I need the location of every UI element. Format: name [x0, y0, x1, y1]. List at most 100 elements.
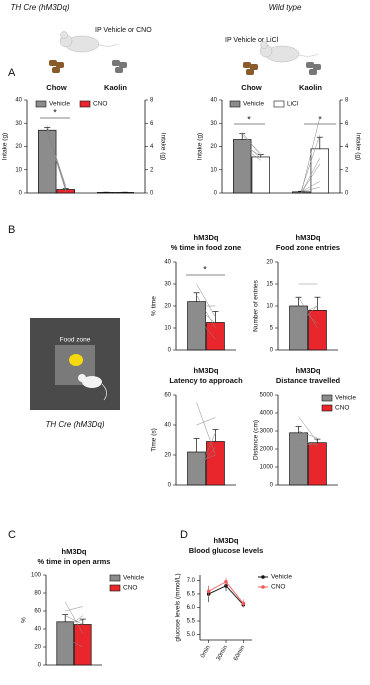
- category-label: Chow: [46, 83, 67, 92]
- x-tick-label: 0min: [200, 645, 212, 659]
- chart-title: Blood glucose levels: [189, 546, 264, 555]
- panel-label: A: [8, 67, 16, 79]
- legend-label: CNO: [271, 584, 285, 591]
- legend-label: CNO: [93, 101, 107, 108]
- x-tick-label: 60min: [233, 645, 246, 662]
- y-tick-label: 4000: [260, 411, 274, 417]
- chart-title: Food zone entries: [276, 243, 340, 252]
- chart-title: hM3Dq: [62, 547, 87, 556]
- bar: [206, 322, 225, 351]
- individual-line: [242, 146, 261, 161]
- y-tick-label: 0: [270, 348, 274, 354]
- individual-line: [46, 134, 67, 189]
- individual-line: [298, 305, 318, 316]
- y-tick-label: 0: [38, 663, 42, 669]
- legend-label: CNO: [123, 585, 137, 592]
- bar: [187, 301, 206, 351]
- individual-line: [65, 637, 83, 648]
- legend-swatch: [109, 584, 121, 592]
- y-tick-label: 0: [168, 483, 172, 489]
- mouse-icon: [59, 31, 119, 53]
- individual-line: [242, 143, 261, 157]
- y2-tick-label: 0: [150, 191, 154, 197]
- y-tick-label: 0: [168, 348, 172, 354]
- right-treatment: IP Vehicle or LiCl: [225, 37, 279, 44]
- individual-line: [196, 417, 216, 426]
- y-tick-label: 5.5: [187, 619, 196, 625]
- category-label: Chow: [241, 83, 262, 92]
- kaolin-icon: [306, 62, 321, 75]
- chart-title: hM3Dq: [214, 536, 239, 545]
- y2-axis-label: Intake (g): [354, 133, 361, 160]
- significance-mark: *: [318, 114, 322, 124]
- individual-line: [46, 130, 67, 187]
- y-tick-label: 10: [210, 167, 217, 173]
- y-tick-label: 5.0: [187, 632, 196, 638]
- category-label: Kaolin: [299, 83, 322, 92]
- individual-line: [298, 430, 318, 439]
- panel-label: D: [180, 529, 188, 541]
- legend-swatch: [273, 100, 285, 108]
- legend-swatch: [229, 100, 241, 108]
- legend-label: Vehicle: [271, 574, 292, 581]
- y-tick-label: 40: [164, 423, 171, 429]
- y-tick-label: 40: [34, 627, 41, 633]
- chow-icon: [243, 62, 258, 75]
- individual-line: [300, 158, 321, 194]
- y-tick-label: 30: [164, 282, 171, 288]
- y2-axis-label: Intake (g): [159, 133, 166, 160]
- y-tick-label: 20: [15, 144, 22, 150]
- significance-mark: *: [203, 264, 207, 274]
- individual-line: [196, 432, 216, 478]
- chow-icon: [49, 60, 64, 73]
- individual-line: [196, 454, 216, 463]
- y2-tick-label: 8: [150, 98, 154, 104]
- individual-line: [301, 181, 320, 193]
- chart-title: Distance travelled: [276, 376, 341, 385]
- left-title: TH Cre (hM3Dq): [10, 3, 69, 12]
- bar: [289, 432, 308, 486]
- bar: [310, 148, 329, 194]
- y-tick-label: 60: [34, 609, 41, 615]
- y2-tick-label: 6: [345, 121, 349, 127]
- y2-tick-label: 0: [345, 191, 349, 197]
- left-treatment: IP Vehicle or CNO: [95, 27, 152, 34]
- y-tick-label: 6.0: [187, 605, 196, 611]
- panel-label: C: [8, 529, 16, 541]
- individual-line: [298, 443, 318, 446]
- bar: [187, 451, 206, 486]
- y-axis-label: Distance (cm): [253, 420, 260, 460]
- legend-swatch: [321, 394, 333, 402]
- category-label: Kaolin: [104, 83, 127, 92]
- y-tick-label: 10: [15, 167, 22, 173]
- individual-line: [298, 416, 318, 442]
- individual-line: [196, 283, 216, 318]
- chart-title: hM3Dq: [194, 366, 219, 375]
- y-tick-label: 40: [164, 260, 171, 266]
- bar: [38, 129, 57, 194]
- legend-label: Vehicle: [335, 395, 356, 402]
- legend-swatch: [109, 574, 121, 582]
- bar: [56, 621, 74, 666]
- y2-tick-label: 2: [150, 167, 154, 173]
- y-axis-label: glucose levels (mmol/L): [175, 573, 182, 641]
- chart-title: hM3Dq: [296, 366, 321, 375]
- y-tick-label: 20: [34, 645, 41, 651]
- bar: [74, 624, 92, 666]
- individual-line: [298, 439, 318, 446]
- individual-line: [64, 601, 84, 634]
- y-tick-label: 20: [210, 144, 217, 150]
- legend-swatch: [261, 575, 265, 579]
- individual-line: [196, 402, 216, 456]
- y-tick-label: 3000: [260, 429, 274, 435]
- y-tick-label: 80: [34, 591, 41, 597]
- y-tick-label: 5: [270, 326, 274, 332]
- bar: [251, 156, 270, 194]
- individual-line: [196, 305, 216, 324]
- individual-line: [298, 297, 318, 329]
- y-tick-label: 0: [270, 483, 274, 489]
- individual-line: [196, 316, 216, 340]
- point: [206, 589, 211, 594]
- legend-swatch: [35, 100, 47, 108]
